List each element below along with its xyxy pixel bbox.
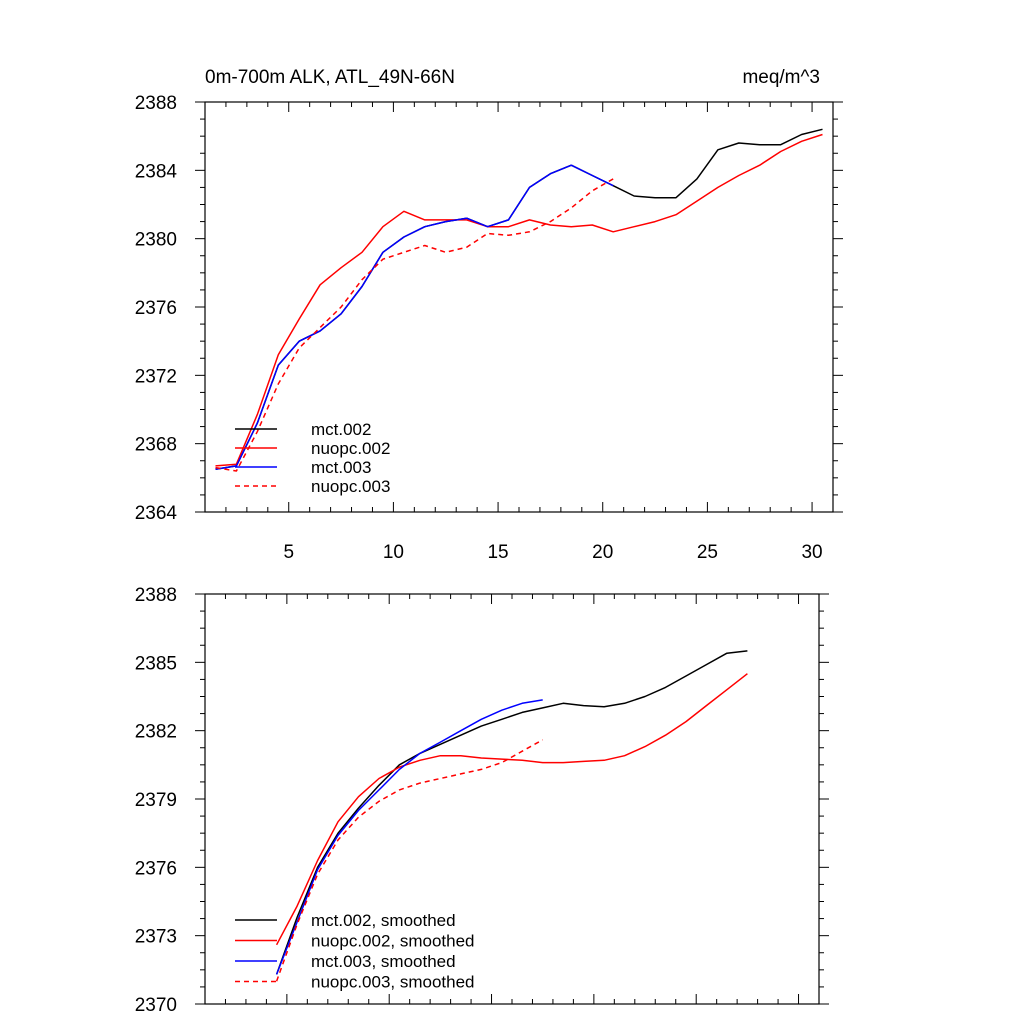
y-tick-label: 2388: [135, 585, 177, 606]
y-tick-label: 2373: [135, 927, 177, 948]
y-tick-label: 2370: [135, 995, 177, 1016]
y-tick-label: 2376: [135, 858, 177, 879]
legend-label: mct.003, smoothed: [311, 952, 456, 971]
plot-frame: [204, 101, 834, 513]
plot-frame: [204, 593, 820, 1005]
chart-panel-1: 5 10 15 20 25 30 2364 2368 2372 2376 2380 2384 2388 m…: [135, 93, 843, 563]
legend-label: nuopc.002, smoothed: [311, 932, 475, 951]
y-tick-label: 2382: [135, 722, 177, 743]
units-label: meq/m^3: [742, 67, 820, 88]
series-line-4: [215, 178, 614, 472]
legend-label: nuopc.003: [311, 477, 390, 496]
x-tick-label: 10: [383, 542, 404, 563]
y-tick-label: 2380: [135, 230, 177, 251]
legend-label: nuopc.002: [311, 439, 390, 458]
y-tick-label: 2379: [135, 790, 177, 811]
series-line-4: [275, 739, 544, 982]
legend: mct.002, smoothed nuopc.002, smoothedmct.…: [235, 911, 475, 992]
legend-label: mct.003: [311, 458, 371, 477]
y-tick-label: 2364: [135, 503, 178, 524]
series-line-2: [275, 673, 748, 946]
series-line-2: [215, 133, 823, 467]
chart-panel-2: 2370 2373 2376 2379 2382 2385 2388 mct.002, smo…: [135, 585, 829, 1016]
series-line-1: [275, 650, 748, 975]
x-tick-label: 30: [801, 542, 822, 563]
legend-label: mct.002: [311, 420, 371, 439]
y-tick-label: 2376: [135, 298, 177, 319]
legend-label: mct.002, smoothed: [311, 911, 456, 930]
y-tick-label: 2368: [135, 435, 177, 456]
y-tick-label: 2384: [135, 161, 178, 182]
series-line-3: [215, 164, 614, 471]
plot-panels: 5 10 15 20 25 30 2364 2368 2372 2376 2380 2384 2388 m…: [135, 93, 843, 1016]
y-tick-label: 2388: [135, 93, 177, 114]
x-tick-label: 25: [697, 542, 718, 563]
legend-label: nuopc.003, smoothed: [311, 973, 475, 992]
y-tick-label: 2385: [135, 653, 177, 674]
x-tick-label: 5: [283, 542, 294, 563]
y-tick-label: 2372: [135, 366, 177, 387]
series-line-3: [275, 699, 543, 975]
x-tick-label: 20: [592, 542, 613, 563]
x-tick-label: 15: [487, 542, 508, 563]
panel-title: 0m-700m ALK, ATL_49N-66N: [205, 67, 455, 88]
